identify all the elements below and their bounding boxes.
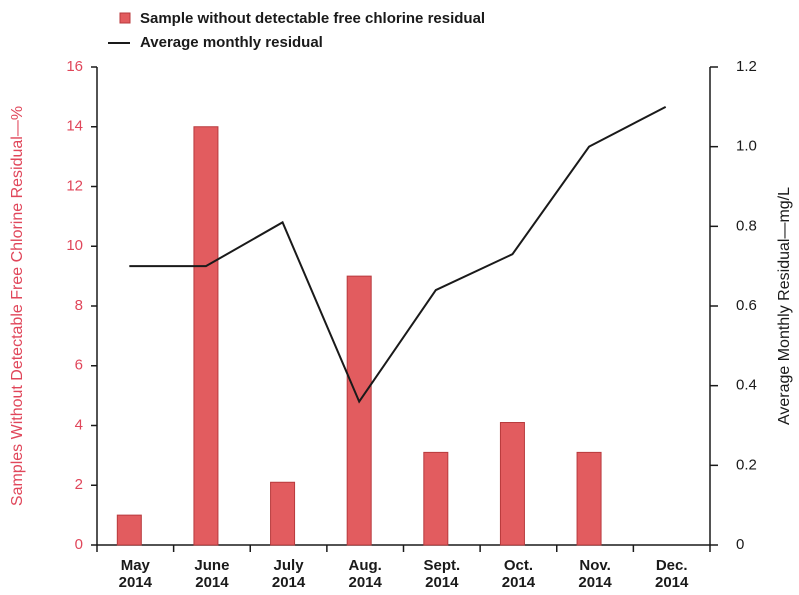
- bar: [499, 422, 525, 546]
- line: [129, 105, 667, 404]
- y2-tick-label: 0.8: [736, 217, 757, 234]
- x-tick-label: Nov. 2014: [578, 557, 612, 591]
- x-tick-label: May 2014: [118, 557, 152, 591]
- x-tick-label: Sept. 2014: [423, 557, 461, 591]
- y-tick-label: 6: [75, 357, 83, 374]
- y2-tick-label: 1.0: [736, 138, 757, 155]
- x-tick-label: Aug. 2014: [348, 557, 382, 591]
- y-tick-label: 4: [75, 416, 83, 433]
- bar: [116, 514, 142, 546]
- y2-tick-label: 0.2: [736, 456, 757, 473]
- y-tick-label: 14: [66, 118, 83, 135]
- bar: [423, 451, 449, 546]
- legend-label: Sample without detectable free chlorine …: [140, 10, 485, 27]
- y2-tick-label: 0.6: [736, 297, 757, 314]
- y2-tick-label: 0: [736, 536, 744, 553]
- y-tick-label: 10: [66, 237, 83, 254]
- bar: [193, 126, 219, 546]
- y-tick-label: 16: [66, 58, 83, 75]
- y2-tick-label: 0.4: [736, 377, 757, 394]
- bar: [270, 481, 296, 546]
- legend-swatch: [119, 12, 131, 24]
- y-tick-label: 0: [75, 536, 83, 553]
- x-tick-label: Oct. 2014: [501, 557, 536, 591]
- y-tick-label: 12: [66, 177, 83, 194]
- y-axis-label: Samples Without Detectable Free Chlorine…: [9, 106, 26, 506]
- y-tick-label: 8: [75, 297, 83, 314]
- y2-tick-label: 1.2: [736, 58, 757, 75]
- legend-label: Average monthly residual: [140, 34, 323, 51]
- bar: [576, 451, 602, 546]
- bar: [346, 275, 372, 546]
- x-tick-label: June 2014: [194, 557, 230, 591]
- x-tick-label: July 2014: [271, 557, 306, 591]
- y-tick-label: 2: [75, 476, 83, 493]
- x-tick-label: Dec. 2014: [655, 557, 689, 591]
- y2-axis-label: Average Monthly Residual—mg/L: [776, 187, 793, 425]
